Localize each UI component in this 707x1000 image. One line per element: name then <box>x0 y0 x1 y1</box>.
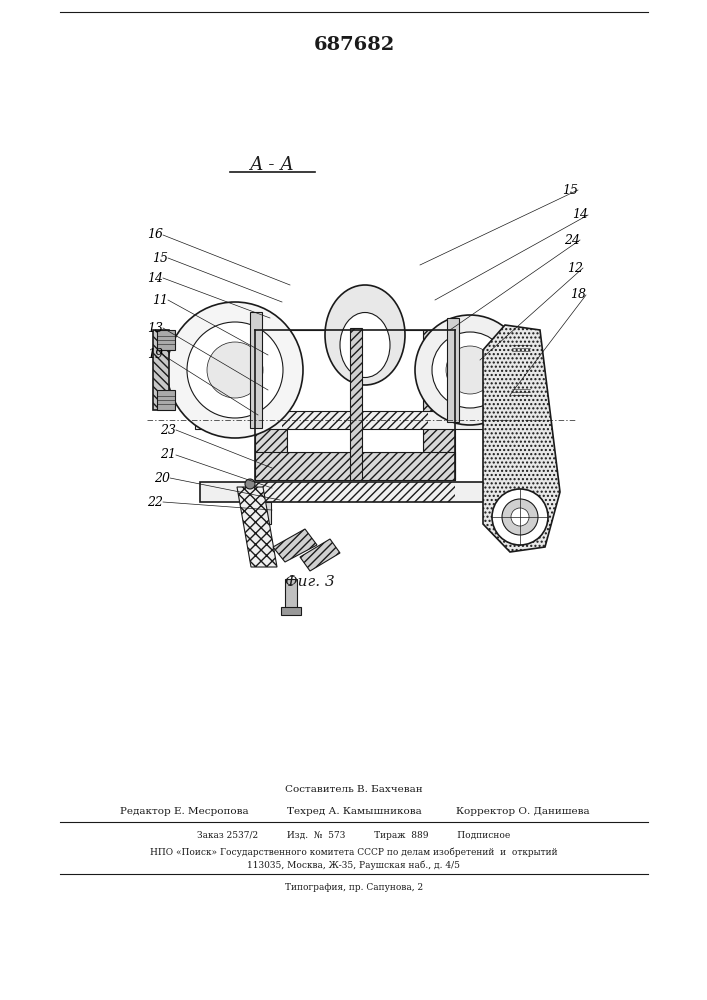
Text: 18: 18 <box>570 288 586 302</box>
Text: 113035, Москва, Ж-35, Раушская наб., д. 4/5: 113035, Москва, Ж-35, Раушская наб., д. … <box>247 860 460 870</box>
Text: НПО «Поиск» Государственного комитета СССР по делам изобретений  и  открытий: НПО «Поиск» Государственного комитета СС… <box>150 847 558 857</box>
Bar <box>255 330 287 480</box>
Circle shape <box>502 499 538 535</box>
Text: Техред А. Камышникова: Техред А. Камышникова <box>286 808 421 816</box>
Circle shape <box>492 489 548 545</box>
Text: 15: 15 <box>152 251 168 264</box>
Text: Корректор О. Данишева: Корректор О. Данишева <box>457 808 590 816</box>
Bar <box>512 339 530 357</box>
Bar <box>200 482 510 502</box>
Bar <box>423 330 455 480</box>
Text: 14: 14 <box>572 209 588 222</box>
Circle shape <box>207 342 263 398</box>
Bar <box>195 411 515 429</box>
Bar <box>157 390 175 410</box>
Text: 11: 11 <box>152 294 168 306</box>
Bar <box>287 330 423 452</box>
Text: Составитель В. Бахчеван: Составитель В. Бахчеван <box>285 786 423 794</box>
Text: 12: 12 <box>567 261 583 274</box>
Circle shape <box>187 322 283 418</box>
Circle shape <box>245 479 255 489</box>
Text: 21: 21 <box>160 448 176 462</box>
Bar <box>255 330 287 480</box>
Bar <box>350 328 362 480</box>
Bar <box>518 334 534 406</box>
Bar <box>512 383 530 401</box>
Circle shape <box>432 332 508 408</box>
Text: 24: 24 <box>564 233 580 246</box>
Bar <box>243 502 271 524</box>
Polygon shape <box>300 539 340 571</box>
Bar <box>281 607 301 615</box>
Text: 15: 15 <box>562 184 578 196</box>
Bar <box>153 330 169 410</box>
Polygon shape <box>273 529 317 562</box>
Text: 22: 22 <box>147 495 163 508</box>
Text: 19: 19 <box>147 349 163 361</box>
Bar <box>423 330 455 480</box>
Bar <box>157 330 175 350</box>
Bar <box>447 318 459 422</box>
Text: 13: 13 <box>147 322 163 334</box>
Bar <box>255 452 455 480</box>
Bar <box>255 452 455 480</box>
Text: 23: 23 <box>160 424 176 436</box>
Text: Типография, пр. Сапунова, 2: Типография, пр. Сапунова, 2 <box>285 884 423 892</box>
Bar <box>285 579 297 609</box>
Bar <box>350 328 362 480</box>
Circle shape <box>415 315 525 425</box>
Circle shape <box>446 346 494 394</box>
Ellipse shape <box>340 312 390 377</box>
Bar <box>518 334 534 406</box>
Text: Заказ 2537/2          Изд.  №  573          Тираж  889          Подписное: Заказ 2537/2 Изд. № 573 Тираж 889 Подпис… <box>197 832 510 840</box>
Bar <box>250 312 262 428</box>
Bar <box>282 411 428 429</box>
Circle shape <box>511 508 529 526</box>
Bar <box>153 330 169 410</box>
Text: Фиг. 3: Фиг. 3 <box>285 575 335 589</box>
Text: Редактор Е. Месропова: Редактор Е. Месропова <box>120 808 249 816</box>
Ellipse shape <box>325 285 405 385</box>
Bar <box>255 482 455 502</box>
Text: 16: 16 <box>147 229 163 241</box>
Text: А - А: А - А <box>250 156 294 174</box>
Circle shape <box>167 302 303 438</box>
Polygon shape <box>237 487 277 567</box>
Text: 687682: 687682 <box>313 36 395 54</box>
Polygon shape <box>483 325 560 552</box>
Text: 14: 14 <box>147 271 163 284</box>
Text: 20: 20 <box>154 472 170 485</box>
